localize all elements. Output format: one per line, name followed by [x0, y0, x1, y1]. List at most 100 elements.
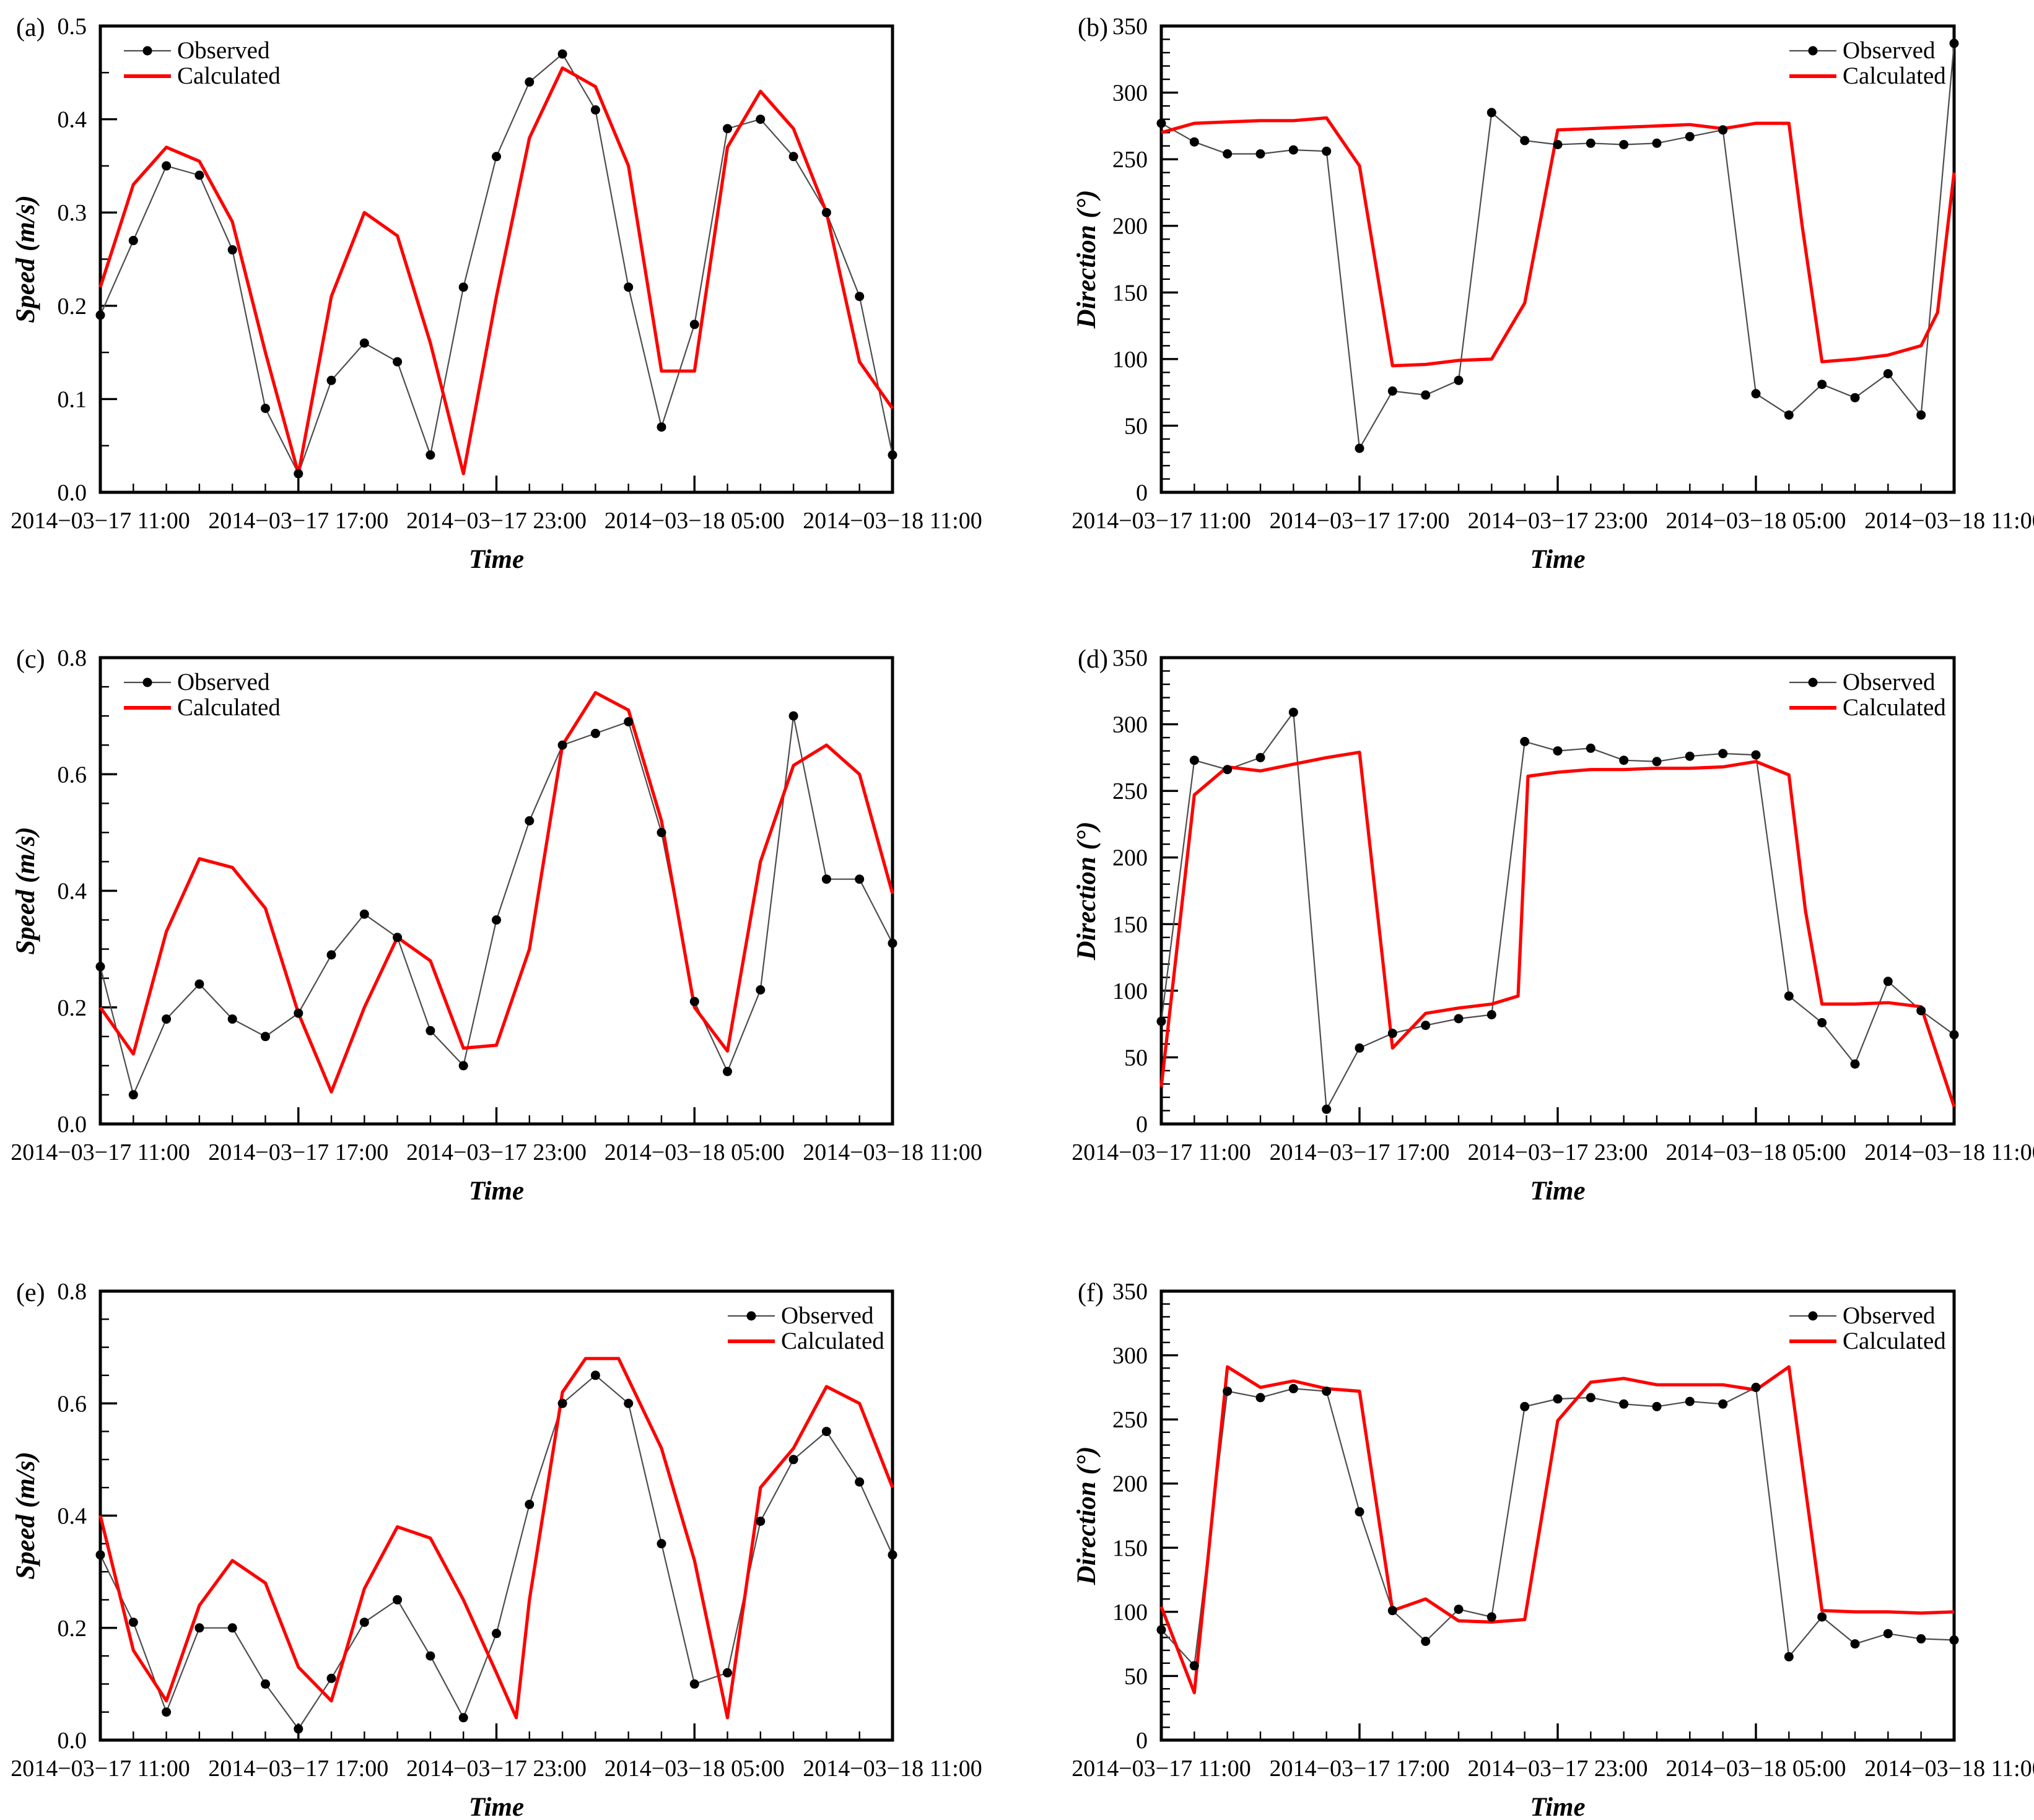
observed-data-point [1949, 1030, 1959, 1040]
plot-frame [1159, 1289, 1956, 1742]
observed-data-point [624, 1398, 634, 1408]
legend-calculated-label: Calculated [781, 1328, 884, 1354]
y-axis-title: Direction (°) [1072, 822, 1101, 961]
x-tick-label: 2014−03−18 05:00 [1666, 508, 1846, 534]
observed-data-point [689, 996, 699, 1006]
panel-letter: (c) [16, 645, 45, 674]
plot-frame [98, 24, 894, 494]
observed-data-point [756, 1517, 766, 1526]
observed-data-point [1223, 149, 1233, 159]
observed-data-point [1850, 1059, 1860, 1069]
observed-data-point [788, 1455, 798, 1465]
observed-data-point [723, 1668, 732, 1678]
observed-data-point [788, 152, 798, 162]
x-tick-label: 2014−03−17 23:00 [1468, 508, 1648, 534]
observed-series-markers [1156, 1382, 1959, 1671]
observed-data-point [1322, 146, 1332, 156]
observed-data-point [227, 1014, 237, 1024]
y-tick-label: 0.2 [58, 1616, 87, 1642]
observed-data-point [1486, 1010, 1496, 1020]
observed-data-point [1652, 138, 1662, 148]
y-tick-label: 0 [1136, 480, 1148, 506]
observed-data-point [128, 1618, 138, 1627]
calculated-series-line [98, 66, 894, 476]
x-tick-label: 2014−03−17 23:00 [406, 1139, 587, 1165]
observed-data-point [1784, 991, 1794, 1001]
x-tick-label: 2014−03−17 23:00 [1468, 1139, 1648, 1165]
observed-data-point [855, 1477, 865, 1487]
observed-data-point [1322, 1387, 1332, 1396]
y-axis: 0 50 100 150 200 250 300 350 Direction (°) [1072, 1279, 1178, 1754]
observed-data-point [1189, 137, 1199, 147]
observed-data-point [1883, 1629, 1893, 1639]
observed-data-point [657, 422, 666, 432]
y-axis-title: Speed (m/s) [11, 827, 40, 955]
y-axis-title: Direction (°) [1072, 190, 1101, 329]
observed-data-point [1454, 375, 1464, 385]
legend-observed-label: Observed [177, 669, 270, 695]
observed-data-point [359, 909, 369, 919]
observed-data-point [359, 338, 369, 348]
observed-data-point [888, 938, 897, 948]
y-tick-label: 150 [1112, 912, 1148, 938]
observed-data-point [1586, 743, 1595, 753]
observed-data-point [1156, 1625, 1166, 1635]
observed-data-point [95, 310, 105, 320]
y-tick-label: 250 [1112, 1407, 1148, 1433]
observed-data-point [1156, 118, 1166, 128]
observed-data-point [194, 1623, 204, 1633]
y-axis: 0 50 100 150 200 250 300 350 Direction (°) [1072, 14, 1178, 506]
x-tick-label: 2014−03−18 05:00 [605, 508, 785, 534]
y-tick-label: 0.8 [58, 645, 87, 671]
x-tick-label: 2014−03−18 11:00 [1864, 508, 2034, 534]
observed-data-point [1685, 1396, 1695, 1406]
x-axis: 2014−03−17 11:00 2014−03−17 17:00 2014−03−… [11, 1107, 982, 1206]
observed-data-point [1454, 1014, 1464, 1024]
observed-data-point [359, 1618, 369, 1627]
y-tick-label: 0.8 [58, 1279, 87, 1305]
legend-calculated-label: Calculated [1843, 63, 1946, 89]
observed-data-point [1288, 1383, 1298, 1393]
observed-data-point [1685, 751, 1695, 761]
y-tick-label: 250 [1112, 147, 1148, 173]
x-tick-label: 2014−03−18 11:00 [1864, 1139, 2034, 1165]
observed-series-markers [95, 1370, 897, 1734]
y-axis: 0.0 0.1 0.2 0.3 0.4 0.5 Speed (m/s) [11, 14, 117, 506]
y-tick-label: 300 [1112, 81, 1148, 107]
observed-data-point [1718, 749, 1728, 759]
x-tick-label: 2014−03−18 05:00 [1666, 1139, 1846, 1165]
y-tick-label: 150 [1112, 1535, 1148, 1561]
x-axis-title: Time [1530, 545, 1585, 574]
observed-data-point [1916, 1634, 1926, 1644]
observed-data-point [1817, 380, 1827, 390]
observed-data-point [194, 979, 204, 989]
panel-c: 2014−03−17 11:00 2014−03−17 17:00 2014−03−… [11, 645, 982, 1206]
observed-data-point [821, 1427, 831, 1437]
y-tick-label: 50 [1124, 1045, 1148, 1071]
observed-data-point [1850, 393, 1860, 403]
observed-data-point [525, 1499, 535, 1509]
y-axis: 0 50 100 150 200 250 300 350 Direction (°) [1072, 645, 1178, 1138]
calculated-series-line [98, 1357, 894, 1720]
observed-data-point [128, 1090, 138, 1100]
observed-data-point [393, 1595, 403, 1604]
legend-observed-marker [746, 1311, 756, 1321]
panel-letter: (b) [1078, 14, 1108, 42]
y-tick-label: 50 [1124, 413, 1148, 439]
calculated-series-line [1161, 116, 1956, 368]
x-tick-label: 2014−03−17 17:00 [1270, 508, 1450, 534]
observed-data-point [1421, 1021, 1431, 1030]
x-tick-label: 2014−03−18 05:00 [605, 1756, 785, 1782]
x-axis-title: Time [469, 1177, 524, 1206]
observed-data-point [821, 207, 831, 217]
observed-data-point [1586, 1393, 1595, 1403]
observed-data-point [557, 49, 567, 59]
panel-letter: (e) [16, 1279, 45, 1307]
observed-data-point [1949, 1635, 1959, 1645]
observed-series-line [1161, 43, 1955, 451]
x-axis: 2014−03−17 11:00 2014−03−17 17:00 2014−03−… [1072, 1723, 2034, 1820]
observed-data-point [689, 1679, 699, 1689]
